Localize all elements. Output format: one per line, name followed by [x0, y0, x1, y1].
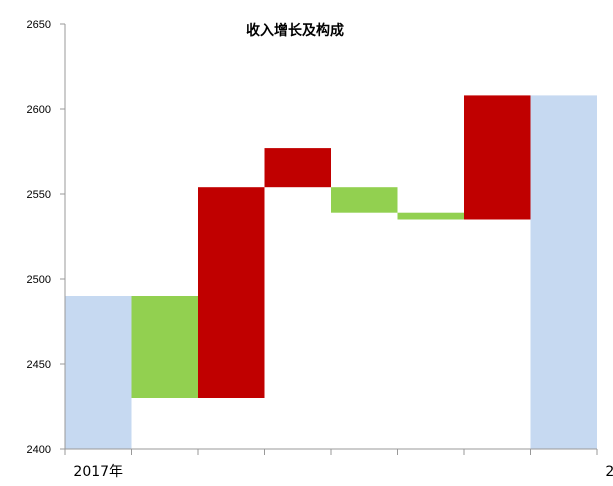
- bar-increase-4: [264, 148, 331, 188]
- x-axis: 2017年 2018年: [64, 448, 613, 480]
- y-tick-label: 2550: [27, 189, 51, 201]
- y-tick-label: 2500: [27, 274, 51, 286]
- bar-total-1: [65, 296, 132, 449]
- bar-decrease-6: [397, 212, 464, 220]
- bars-group: [65, 95, 597, 450]
- x-tick-label: 2017年: [73, 464, 123, 480]
- y-tick-label: 2600: [27, 104, 51, 116]
- y-axis: 2400 2450 2500 2550 2600 2650: [27, 19, 66, 456]
- x-tick-label: 2018年: [605, 464, 613, 480]
- bar-decrease-5: [331, 187, 398, 213]
- y-tick-label: 2400: [27, 444, 51, 456]
- chart-title: 收入增长及构成: [246, 22, 344, 39]
- y-tick-label: 2450: [27, 359, 51, 371]
- bar-total-8: [530, 95, 597, 450]
- bar-increase-3: [198, 187, 265, 398]
- y-tick-label: 2650: [27, 19, 51, 31]
- bar-increase-7: [464, 95, 531, 220]
- bar-decrease-2: [131, 296, 198, 398]
